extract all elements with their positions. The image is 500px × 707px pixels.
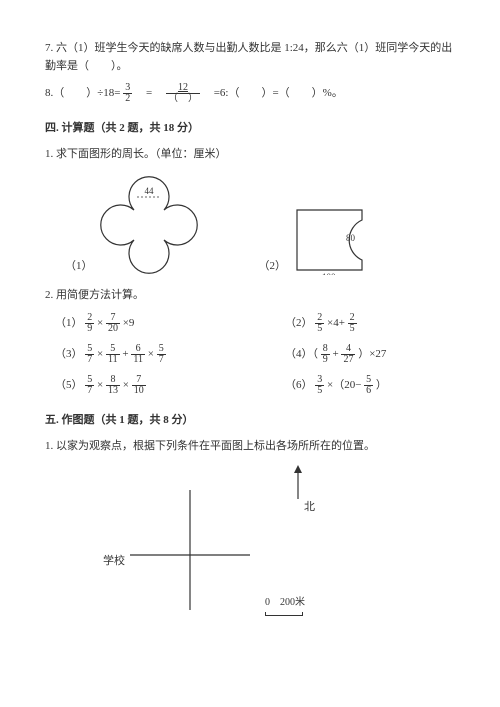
north-label: 北 (304, 499, 315, 517)
figure-2-rect-arc: 80 100 (292, 205, 382, 275)
calc-3: （3） 57 × 511 + 611 × 57 (55, 344, 225, 365)
q8-part-b: = (135, 87, 163, 99)
fraction-12-blank: 12（ ） (166, 83, 200, 104)
calc-6: （6） 35 ×（20− 56 ） (285, 375, 455, 396)
figures-row: （1） 44 （2） 80 100 (65, 175, 455, 275)
north-indicator: 北 (290, 465, 315, 517)
calc-4: （4）（ 89 + 427 ）×27 (285, 344, 455, 365)
calc-5: （5） 57 × 813 × 710 (55, 375, 225, 396)
section-5-q1: 1. 以家为观察点，根据下列条件在平面图上标出各场所所在的位置。 (45, 438, 455, 456)
question-7: 7. 六（1）班学生今天的缺席人数与出勤人数比是 1:24，那么六（1）班同学今… (45, 40, 455, 75)
figure-1-quatrefoil: 44 (99, 175, 199, 275)
scale-text: 0 200米 (265, 597, 305, 608)
q8-part-c: =6:（ ）=（ ）%。 (203, 87, 343, 99)
scale-legend: 0 200米 (265, 595, 305, 616)
section-4-title: 四. 计算题（共 2 题，共 18 分） (45, 120, 455, 138)
calculation-grid: （1） 29 × 720 ×9 （2） 25 ×4+ 25 （3） 57 × 5… (55, 313, 455, 396)
figure-2-label: （2） (259, 258, 287, 276)
drawing-area: 北 学校 0 200米 (45, 465, 455, 625)
q8-part-a: 8.（ ）÷18= (45, 87, 121, 99)
section-4-q1: 1. 求下面图形的周长。（单位：厘米） (45, 146, 455, 164)
section-5-title: 五. 作图题（共 1 题，共 8 分） (45, 412, 455, 430)
calc-1: （1） 29 × 720 ×9 (55, 313, 225, 334)
figure-2-value-100: 100 (322, 272, 336, 275)
figure-2-value-80: 80 (346, 233, 356, 243)
fraction-3-2: 32 (123, 83, 132, 104)
section-4-q2: 2. 用简便方法计算。 (45, 287, 455, 305)
school-label: 学校 (103, 553, 125, 571)
figure-1-value: 44 (144, 186, 154, 196)
calc-2: （2） 25 ×4+ 25 (285, 313, 455, 334)
scale-bar-icon (265, 612, 303, 616)
question-8: 8.（ ）÷18= 32 = 12（ ） =6:（ ）=（ ）%。 (45, 83, 455, 104)
cross-axes (125, 485, 255, 615)
figure-1-label: （1） (65, 258, 93, 276)
